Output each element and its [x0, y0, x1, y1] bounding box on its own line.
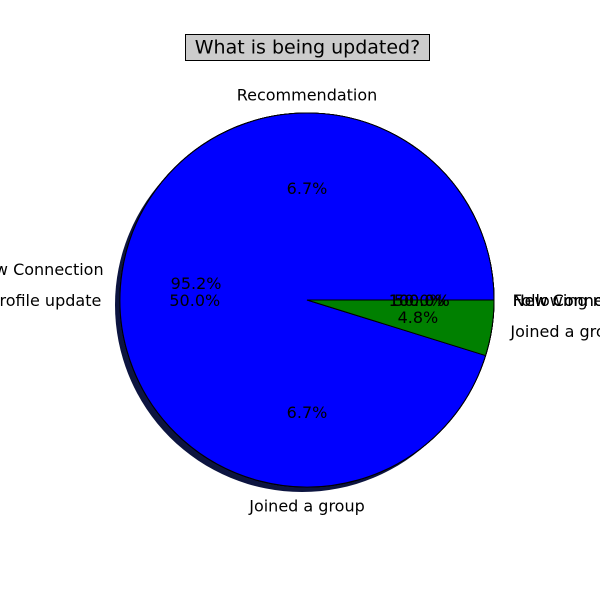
slice-percent-label: 50.0%: [169, 291, 220, 310]
slice-category-label: Joined a group: [248, 497, 365, 516]
slice-percent-label: 95.2%: [171, 274, 222, 293]
pie-slice: [306, 299, 495, 357]
slice-category-label: New Connection: [0, 260, 104, 279]
pie-slices: [119, 112, 495, 488]
slice-percent-label: 100.0%: [389, 291, 450, 310]
slice-percent-label: 100.0%: [389, 291, 450, 310]
pie-labels: 100.0%New Connection100.0%New Connection…: [0, 85, 600, 515]
slice-percent-label: 4.8%: [398, 308, 439, 327]
slice-percent-label: 50.0%: [394, 291, 445, 310]
chart-title: What is being updated?: [195, 37, 420, 59]
chart-title-box: [185, 34, 430, 61]
slice-category-label: New Connection: [513, 291, 600, 310]
slice-category-label: Joined a group: [509, 322, 600, 341]
slice-category-label: Following new company: [513, 291, 600, 310]
slice-category-label: New Connection: [513, 291, 600, 310]
slice-percent-label: 6.7%: [287, 179, 328, 198]
chart-title-group: What is being updated?: [185, 34, 430, 61]
slice-percent-label: 6.7%: [287, 403, 328, 422]
slice-category-label: Recommendation: [237, 85, 378, 104]
slice-category-label: Profile update: [0, 291, 101, 310]
